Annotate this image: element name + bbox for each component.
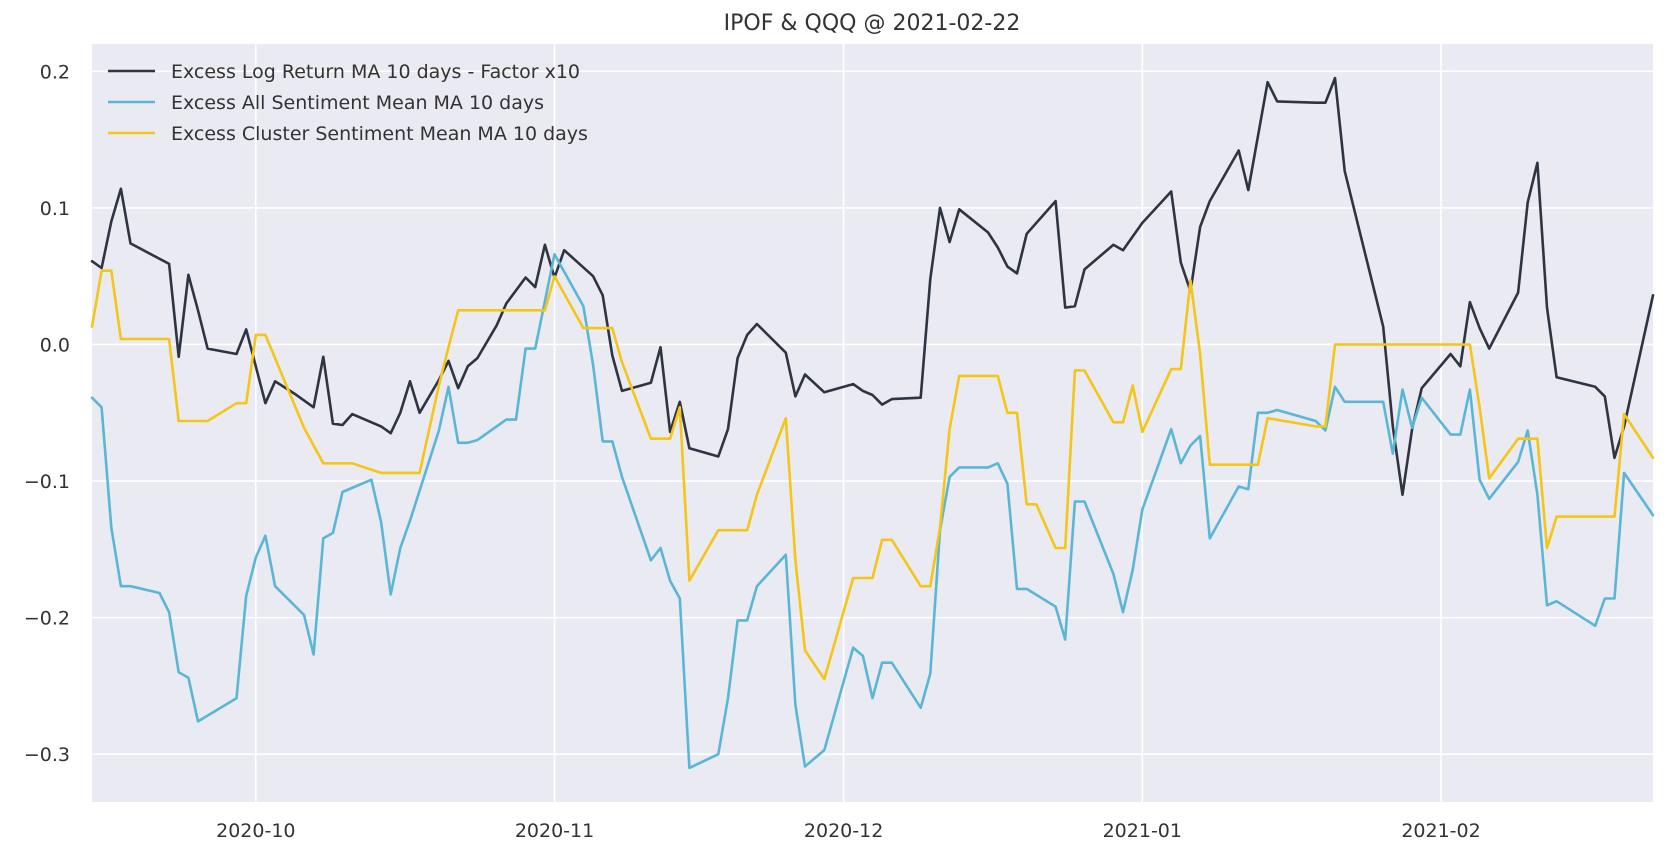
x-tick-label: 2021-01 (1103, 820, 1182, 842)
chart-title: IPOF & QQQ @ 2021-02-22 (724, 11, 1021, 36)
x-axis-ticks: 2020-10 2020-11 2020-12 2021-01 2021-02 (216, 820, 1481, 842)
y-tick-label: −0.1 (24, 471, 70, 493)
legend-label-1: Excess Log Return MA 10 days - Factor x1… (171, 61, 580, 83)
x-tick-label: 2020-11 (515, 820, 594, 842)
y-tick-label: −0.3 (24, 744, 70, 766)
y-tick-label: 0.1 (40, 198, 70, 220)
legend: Excess Log Return MA 10 days - Factor x1… (108, 61, 588, 145)
series-line-2 (90, 253, 1655, 770)
legend-label-3: Excess Cluster Sentiment Mean MA 10 days (171, 123, 588, 145)
plot-area (92, 44, 1653, 802)
x-tick-label: 2021-02 (1401, 820, 1480, 842)
y-tick-label: −0.2 (24, 608, 70, 630)
legend-label-2: Excess All Sentiment Mean MA 10 days (171, 92, 544, 114)
x-tick-label: 2020-12 (804, 820, 883, 842)
x-tick-label: 2020-10 (216, 820, 295, 842)
y-tick-label: 0.0 (40, 334, 70, 356)
grid (92, 44, 1653, 802)
y-axis-ticks: 0.2 0.1 0.0 −0.1 −0.2 −0.3 (24, 61, 70, 766)
series-lines (90, 76, 1655, 770)
y-tick-label: 0.2 (40, 61, 70, 83)
series-line-3 (90, 269, 1655, 681)
series-line-1 (90, 76, 1655, 496)
